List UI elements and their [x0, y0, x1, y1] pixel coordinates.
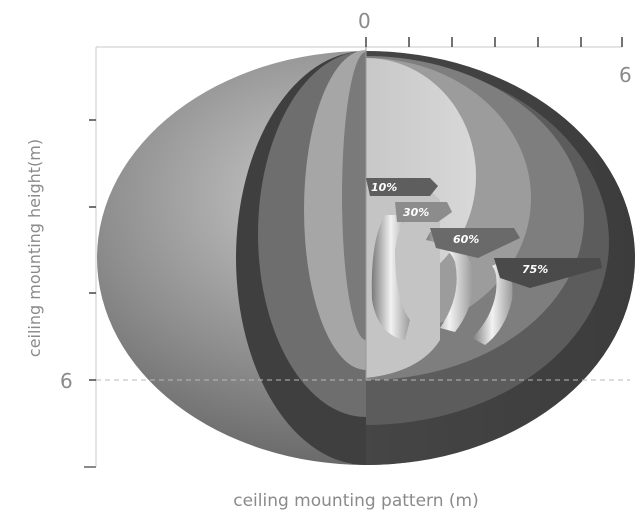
top-tick-label-zero: 0 — [358, 9, 371, 33]
axis-frame — [84, 46, 622, 468]
zone-label-10: 10% — [366, 178, 438, 196]
y-axis-title: ceiling mounting height(m) — [25, 139, 44, 357]
cutaway-center — [342, 52, 366, 340]
zone-label-75: 75% — [494, 258, 602, 288]
zone-label-60: 60% — [430, 228, 520, 258]
left-tick-label-six: 6 — [60, 369, 73, 393]
top-axis-ticks — [365, 37, 623, 47]
zone-text-30: 30% — [403, 206, 429, 219]
left-axis-ticks — [89, 119, 96, 381]
section-steps — [366, 190, 513, 378]
zone-flag-60 — [430, 228, 520, 258]
zone-flag-10 — [366, 178, 438, 196]
zone-label-30: 30% — [395, 202, 452, 222]
top-tick-label-six: 6 — [619, 63, 632, 87]
zone-text-10: 10% — [371, 181, 397, 194]
zone-text-60: 60% — [453, 233, 479, 246]
zone-flag-75 — [494, 258, 602, 288]
zone-flag-30 — [395, 202, 452, 222]
x-axis-title: ceiling mounting pattern (m) — [233, 491, 479, 511]
zone-text-75: 75% — [522, 263, 548, 276]
